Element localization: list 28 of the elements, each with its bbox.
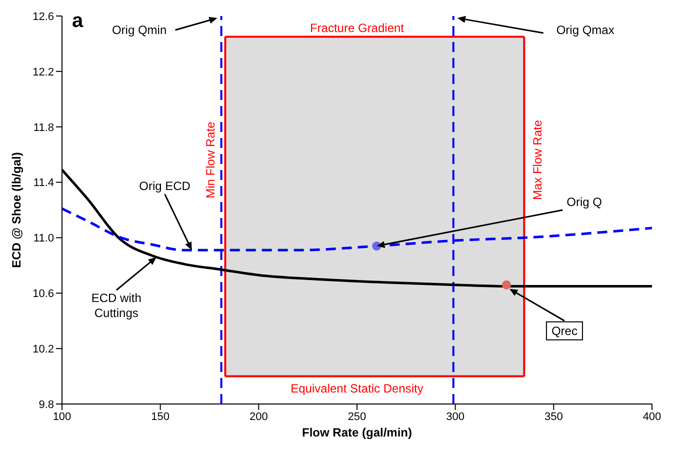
- ref-line-label: Orig Qmax: [556, 23, 614, 37]
- annotation: Qrec: [551, 324, 578, 338]
- annotation: Orig Q: [566, 195, 602, 210]
- x-tick-label: 400: [642, 410, 662, 423]
- x-tick-label: 100: [52, 410, 72, 423]
- ref-line-label: Fracture Gradient: [310, 20, 405, 35]
- x-tick-label: 250: [348, 410, 366, 423]
- y-tick-label: 12.6: [32, 10, 54, 23]
- ref-line-label: Equivalent Static Density: [290, 381, 424, 396]
- y-tick-label: 11.0: [33, 232, 54, 245]
- x-tick-label: 150: [151, 410, 170, 423]
- x-tick-label: 200: [249, 410, 268, 423]
- y-tick-label: 9.8: [38, 398, 54, 411]
- ref-line-label: Min Flow Rate: [203, 121, 218, 198]
- y-axis-title: ECD @ Shoe (lb/gal): [9, 152, 24, 268]
- x-tick-label: 300: [446, 410, 465, 423]
- y-tick-label: 11.8: [33, 122, 54, 134]
- annotation: a: [72, 10, 84, 33]
- ref-line-label: Max Flow Rate: [530, 120, 544, 200]
- x-axis-title: Flow Rate (gal/min): [302, 426, 412, 440]
- y-tick-label: 10.2: [32, 343, 54, 356]
- y-tick-label: 11.4: [33, 177, 54, 190]
- y-tick-label: 10.6: [32, 288, 54, 300]
- annotation: ECD with Cuttings: [91, 291, 142, 320]
- ref-line-label: Orig Qmin: [112, 23, 167, 37]
- annotation: Orig ECD: [139, 179, 191, 194]
- x-tick-label: 350: [544, 410, 563, 423]
- y-tick-label: 12.2: [32, 66, 54, 78]
